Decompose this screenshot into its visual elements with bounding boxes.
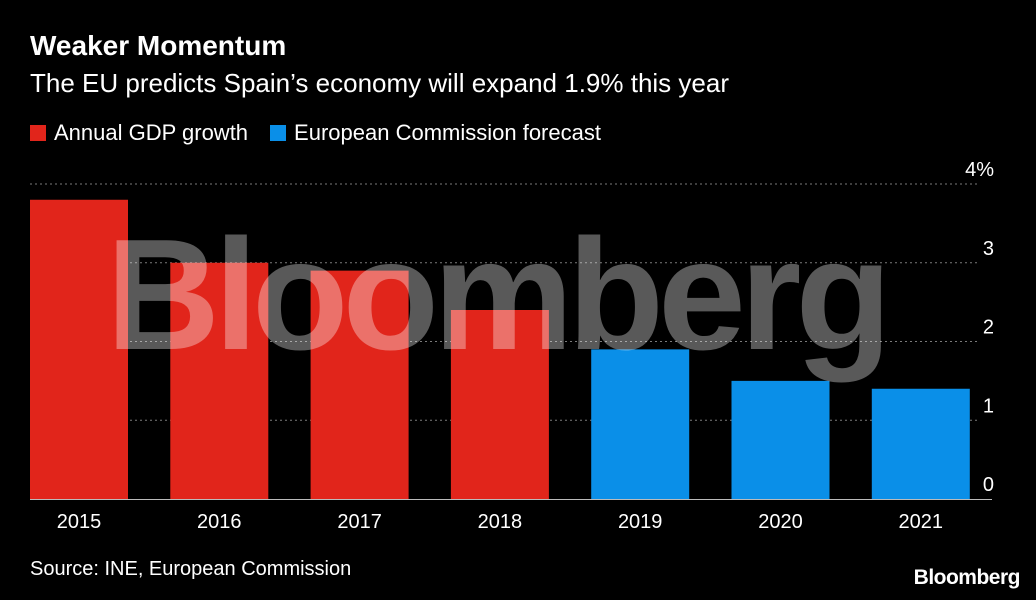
source-note: Source: INE, European Commission — [30, 558, 352, 580]
x-tick-label: 2020 — [758, 511, 803, 533]
legend-swatch-forecast — [270, 125, 287, 141]
bar-2017 — [310, 270, 409, 499]
y-tick-label: 2 — [983, 317, 994, 339]
y-tick-label: 1 — [983, 395, 994, 417]
legend-item-actual: Annual GDP growth — [30, 120, 248, 146]
x-tick-label: 2017 — [337, 511, 382, 533]
legend-swatch-actual — [30, 125, 46, 141]
bar-2021 — [871, 388, 970, 499]
chart-subtitle: The EU predicts Spain’s economy will exp… — [30, 68, 729, 98]
x-tick-label: 2016 — [197, 511, 242, 533]
legend: Annual GDP growth European Commission fo… — [30, 120, 623, 146]
legend-item-forecast: European Commission forecast — [270, 120, 601, 146]
y-tick-label: 3 — [983, 238, 994, 260]
bloomberg-logo: Bloomberg — [913, 566, 1021, 589]
bar-2018 — [450, 310, 549, 499]
legend-label-actual: Annual GDP growth — [54, 120, 249, 145]
bar-2015 — [30, 199, 128, 499]
x-tick-label: 2018 — [478, 511, 523, 533]
chart-title: Weaker Momentum — [30, 30, 287, 61]
legend-label-forecast: European Commission forecast — [294, 120, 601, 145]
x-tick-label: 2019 — [618, 511, 663, 533]
bar-2020 — [731, 380, 830, 499]
x-tick-label: 2021 — [899, 511, 944, 533]
x-tick-label: 2015 — [57, 511, 102, 533]
bar-2016 — [170, 262, 269, 499]
bar-2019 — [591, 349, 690, 499]
y-tick-label: 0 — [983, 474, 994, 496]
y-tick-label: 4% — [965, 159, 994, 181]
